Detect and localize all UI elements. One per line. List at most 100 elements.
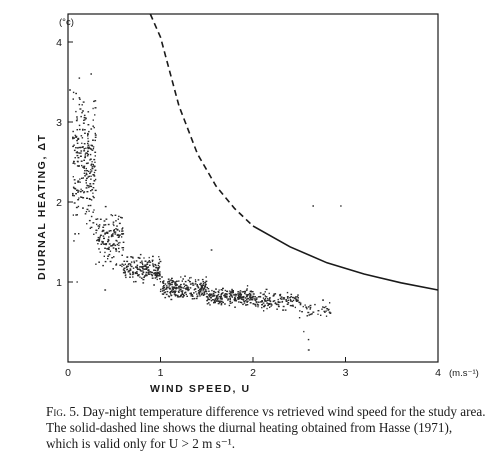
scatter-point [239, 295, 241, 297]
scatter-point [108, 236, 110, 238]
scatter-point [83, 119, 85, 121]
scatter-point [130, 256, 132, 258]
scatter-point [227, 298, 230, 300]
scatter-point [254, 304, 257, 306]
scatter-point [88, 219, 91, 222]
scatter-point [182, 287, 184, 289]
scatter-point [144, 264, 147, 266]
scatter-point [237, 297, 239, 299]
scatter-point [89, 159, 91, 161]
scatter-point [175, 294, 178, 296]
scatter-point [232, 291, 234, 294]
scatter-point [301, 311, 303, 313]
scatter-point [246, 300, 248, 303]
scatter-point [218, 291, 220, 294]
scatter-point [90, 73, 92, 75]
scatter-point [90, 169, 92, 171]
scatter-point [196, 295, 198, 298]
scatter-point [234, 306, 236, 308]
scatter-point [317, 313, 319, 315]
scatter-point [266, 302, 269, 304]
scatter-point [322, 299, 324, 301]
scatter-point [238, 301, 240, 303]
scatter-point [328, 311, 331, 313]
scatter-point [290, 296, 292, 298]
scatter-point [171, 289, 173, 292]
scatter-point [139, 266, 141, 268]
scatter-point [255, 298, 258, 300]
scatter-point [269, 303, 272, 305]
scatter-point [88, 210, 90, 212]
scatter-point [267, 298, 269, 300]
scatter-point [124, 271, 126, 273]
scatter-point [133, 281, 135, 283]
scatter-point [153, 284, 155, 286]
scatter-point [199, 289, 201, 291]
scatter-point [152, 264, 154, 266]
scatter-point [90, 163, 93, 165]
scatter-point [113, 224, 115, 227]
scatter-point [106, 232, 109, 234]
scatter-point [248, 299, 251, 301]
scatter-point [141, 260, 143, 262]
scatter-point [250, 296, 253, 299]
scatter-point [114, 233, 117, 235]
scatter-point [206, 299, 209, 302]
scatter-point [269, 300, 272, 302]
scatter-point [320, 314, 322, 316]
scatter-point [284, 309, 287, 311]
scatter-point [73, 195, 75, 197]
scatter-point [140, 270, 142, 272]
scatter-point [230, 292, 233, 294]
scatter-point [208, 295, 211, 297]
scatter-point [78, 197, 80, 199]
scatter-point [159, 290, 162, 293]
scatter-point [220, 304, 223, 306]
scatter-point [156, 275, 159, 277]
caption-label: Fig. 5. [46, 404, 80, 419]
scatter-point [201, 278, 204, 281]
scatter-point [143, 268, 146, 270]
scatter-point [162, 280, 165, 282]
scatter-point [102, 226, 105, 228]
scatter-point [91, 166, 93, 168]
scatter-point [202, 294, 205, 296]
scatter-point [197, 292, 200, 294]
scatter-point [92, 107, 94, 110]
scatter-point [181, 290, 184, 292]
scatter-point [208, 294, 210, 296]
scatter-point [107, 223, 110, 226]
scatter-point [98, 238, 101, 240]
scatter-point [230, 294, 232, 296]
scatter-point [244, 291, 246, 293]
scatter-point [257, 304, 260, 306]
scatter-point [121, 228, 123, 230]
scatter-point [239, 293, 241, 295]
scatter-point [84, 119, 86, 121]
scatter-point [214, 298, 217, 300]
scatter-point [329, 302, 331, 304]
scatter-point [85, 179, 87, 182]
scatter-point [82, 166, 84, 168]
scatter-point [171, 280, 174, 282]
scatter-point [104, 233, 106, 235]
scatter-point [204, 284, 206, 286]
scatter-point [127, 263, 129, 266]
scatter-point [116, 234, 119, 236]
scatter-point [85, 182, 87, 184]
scatter-point [84, 156, 86, 159]
scatter-point [232, 290, 234, 292]
scatter-point [251, 291, 254, 293]
scatter-point [173, 290, 175, 292]
scatter-point [142, 270, 144, 272]
scatter-point [73, 240, 75, 242]
scatter-point [105, 232, 107, 234]
scatter-point [93, 175, 96, 177]
scatter-point [209, 304, 211, 306]
scatter-point [286, 291, 289, 294]
scatter-point [217, 293, 220, 296]
scatter-point [181, 292, 184, 294]
scatter-point [77, 138, 79, 140]
scatter-point [128, 263, 130, 265]
scatter-point [98, 261, 100, 263]
